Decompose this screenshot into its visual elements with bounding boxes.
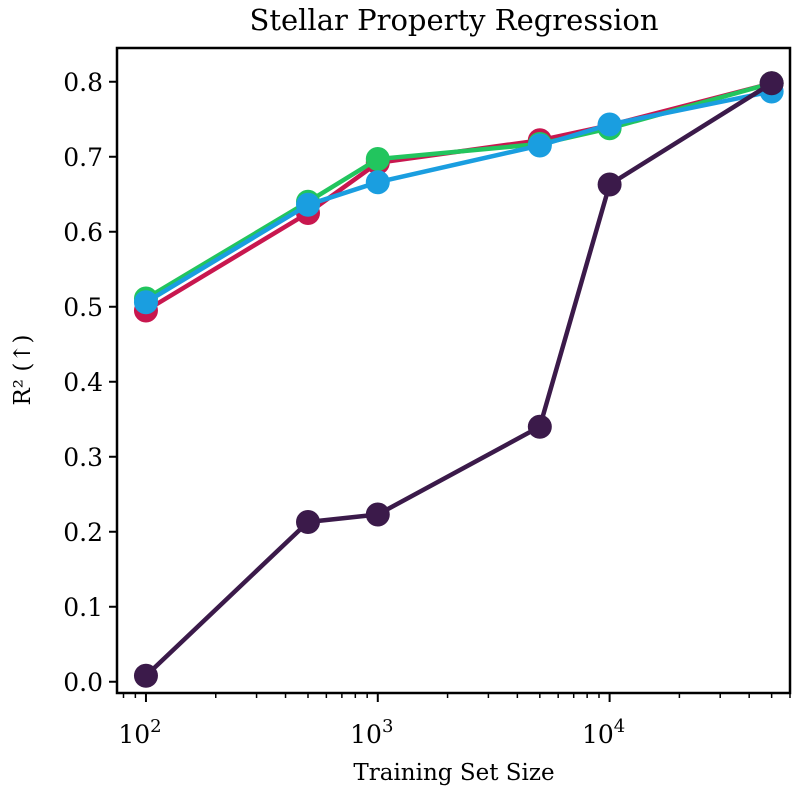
y-tick-label: 0.7 bbox=[63, 143, 103, 172]
x-tick-label: 103 bbox=[350, 716, 393, 749]
x-tick-base: 10 bbox=[350, 720, 382, 749]
series-dark-purple-point bbox=[296, 510, 321, 534]
series-dark-purple-point bbox=[527, 414, 552, 439]
series-dark-purple-point bbox=[597, 172, 622, 197]
series-blue bbox=[133, 79, 784, 315]
series-dark-purple-point bbox=[133, 663, 158, 688]
y-tick-label: 0.8 bbox=[63, 68, 103, 97]
plot-frame bbox=[115, 46, 792, 695]
series-green-line bbox=[144, 81, 773, 301]
x-axis-label: Training Set Size bbox=[353, 760, 554, 786]
y-tick-label: 0.1 bbox=[63, 593, 103, 622]
series-dark-purple-line bbox=[144, 81, 773, 678]
y-tick-label: 0.0 bbox=[63, 668, 103, 697]
series-dark-purple-point bbox=[365, 502, 390, 527]
x-tick-base: 10 bbox=[118, 720, 150, 749]
y-tick-label: 0.5 bbox=[63, 293, 103, 322]
chart-title: Stellar Property Regression bbox=[249, 3, 658, 37]
series-layer bbox=[133, 71, 784, 688]
series-crimson-line bbox=[144, 81, 773, 313]
x-tick-exponent: 3 bbox=[382, 716, 393, 737]
series-blue-line bbox=[144, 89, 773, 305]
y-axis-label: R² (↑) bbox=[10, 334, 36, 405]
series-dark-purple bbox=[133, 71, 784, 688]
x-tick-exponent: 2 bbox=[150, 716, 161, 737]
series-blue-point bbox=[365, 170, 390, 195]
y-tick-label: 0.2 bbox=[63, 518, 103, 547]
y-tick-label: 0.3 bbox=[63, 443, 103, 472]
series-blue-point bbox=[527, 133, 552, 158]
x-tick-base: 10 bbox=[582, 720, 614, 749]
series-dark-purple-point bbox=[759, 71, 784, 96]
x-tick-exponent: 4 bbox=[614, 716, 625, 737]
series-blue-point bbox=[597, 112, 622, 137]
x-tick-label: 102 bbox=[118, 716, 161, 749]
series-blue-point bbox=[296, 192, 321, 217]
y-tick-label: 0.4 bbox=[63, 368, 103, 397]
series-green-point bbox=[365, 147, 390, 171]
series-blue-point bbox=[133, 290, 158, 315]
x-tick-label: 104 bbox=[582, 716, 625, 749]
y-tick-label: 0.6 bbox=[63, 218, 103, 247]
